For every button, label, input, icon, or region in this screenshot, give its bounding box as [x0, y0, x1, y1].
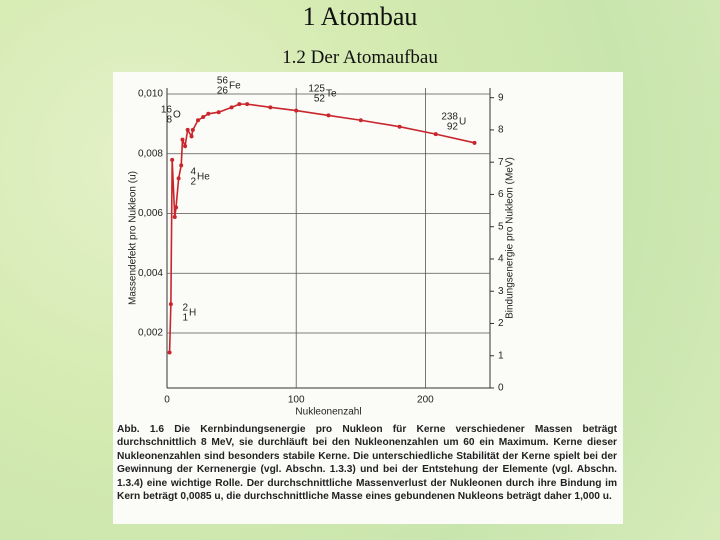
data-point: [206, 111, 211, 116]
data-point: [174, 205, 179, 210]
mass-number: 238: [441, 112, 458, 123]
caption: Abb. 1.6 Die Kernbindungsenergie pro Nuk…: [117, 424, 617, 503]
slide-title: 1 Atombau: [302, 2, 418, 31]
charge-number: 52: [314, 94, 326, 105]
y2-tick-label: 1: [498, 350, 504, 361]
charge-number: 1: [182, 313, 188, 324]
y2-tick-label: 0: [498, 383, 504, 394]
data-point: [268, 105, 273, 110]
element-symbol: Te: [326, 89, 337, 100]
data-point: [167, 350, 172, 355]
charge-number: 8: [166, 115, 172, 126]
data-point: [229, 105, 234, 110]
charge-number: 26: [217, 86, 229, 97]
mass-number: 125: [308, 84, 325, 95]
data-point: [176, 176, 181, 181]
y2-tick-label: 6: [498, 189, 504, 200]
data-point: [216, 110, 221, 115]
y-tick-label: 0,002: [138, 328, 163, 339]
y-tick-label: 0,004: [138, 268, 163, 279]
data-point: [179, 163, 184, 168]
mass-number: 2: [182, 303, 188, 314]
data-point: [190, 127, 195, 132]
data-point: [185, 127, 190, 132]
data-point: [472, 140, 477, 145]
x-tick-label: 100: [288, 395, 305, 406]
y2-axis-title: Bindungsenergie pro Nukleon (MeV): [505, 157, 516, 319]
y2-tick-label: 3: [498, 286, 504, 297]
data-point: [433, 132, 438, 137]
mass-number: 16: [161, 105, 173, 116]
y-axis-title: Massendefekt pro Nukleon (u): [128, 171, 139, 305]
x-tick-label: 0: [164, 395, 170, 406]
element-symbol: H: [189, 308, 196, 319]
y-tick-label: 0,010: [138, 89, 163, 100]
y2-tick-label: 2: [498, 318, 504, 329]
charge-number: 2: [190, 177, 196, 188]
data-point: [196, 118, 201, 123]
y2-tick-label: 5: [498, 221, 504, 232]
data-point: [237, 102, 242, 107]
element-symbol: He: [197, 172, 210, 183]
data-point: [180, 137, 185, 142]
data-point: [326, 113, 331, 118]
x-tick-label: 200: [417, 395, 434, 406]
data-point: [397, 124, 402, 129]
x-axis-title: Nukleonenzahl: [295, 407, 361, 418]
y2-tick-label: 4: [498, 254, 504, 265]
data-point: [189, 134, 194, 139]
element-symbol: O: [173, 110, 181, 121]
y2-tick-label: 8: [498, 125, 504, 136]
y2-tick-label: 9: [498, 92, 504, 103]
y-tick-label: 0,008: [138, 148, 163, 159]
data-point: [172, 215, 177, 220]
nuclide-label: 21 H: [182, 303, 196, 324]
series-line: [168, 103, 475, 353]
data-point: [245, 102, 250, 107]
element-symbol: U: [459, 117, 466, 128]
data-point: [201, 115, 206, 120]
element-symbol: Fe: [229, 81, 241, 92]
data-point: [168, 302, 173, 307]
mass-number: 56: [217, 76, 229, 87]
charge-number: 92: [447, 122, 459, 133]
data-point: [358, 118, 363, 123]
data-point: [170, 157, 175, 162]
data-point: [294, 108, 299, 113]
mass-number: 4: [190, 167, 196, 178]
figure-panel: [113, 72, 623, 524]
y-tick-label: 0,006: [138, 208, 163, 219]
nuclide-label: 42 He: [190, 167, 210, 188]
nuclide-label: 168 O: [161, 105, 181, 126]
data-point: [183, 144, 188, 149]
y2-tick-label: 7: [498, 157, 504, 168]
slide-subtitle: 1.2 Der Atomaufbau: [282, 47, 438, 68]
